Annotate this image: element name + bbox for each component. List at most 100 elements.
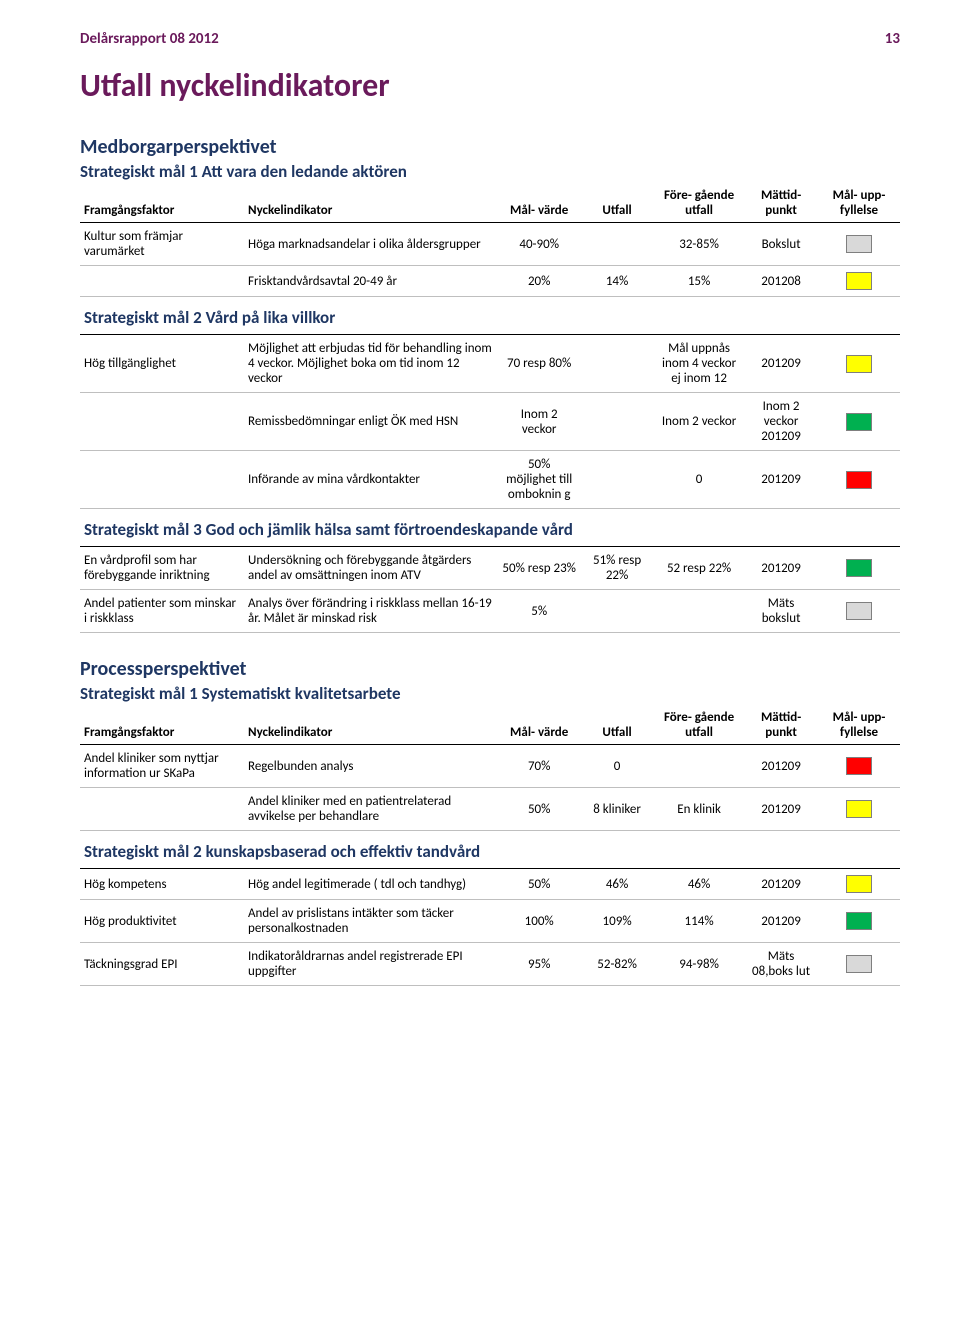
cell-nyckelindikator: Analys över förändring i riskklass mella… — [244, 590, 498, 633]
cell-utfall — [580, 590, 654, 633]
status-indicator — [846, 355, 872, 373]
cell-mattidpunkt: 201209 — [744, 451, 818, 509]
table-row: Remissbedömningar enligt ÖK med HSNInom … — [80, 393, 900, 451]
col-maluppfyllelse: Mål- upp- fyllelse — [818, 706, 900, 745]
table-process: Framgångsfaktor Nyckelindikator Mål- vär… — [80, 706, 900, 986]
col-malvarde: Mål- värde — [498, 706, 580, 745]
status-indicator — [846, 413, 872, 431]
cell-framgangsfaktor — [80, 451, 244, 509]
cell-mattidpunkt: Inom 2 veckor 201209 — [744, 393, 818, 451]
cell-utfall: 0 — [580, 745, 654, 788]
table-row: Andel kliniker med en patientrelaterad a… — [80, 788, 900, 831]
cell-status — [818, 547, 900, 590]
cell-nyckelindikator: Andel kliniker med en patientrelaterad a… — [244, 788, 498, 831]
table1-body: Kultur som främjar varumärketHöga markna… — [80, 223, 900, 633]
cell-framgangsfaktor — [80, 266, 244, 297]
cell-status — [818, 223, 900, 266]
status-indicator — [846, 875, 872, 893]
table-medborgar: Framgångsfaktor Nyckelindikator Mål- vär… — [80, 184, 900, 633]
col-nyckelindikator: Nyckelindikator — [244, 706, 498, 745]
goal1-title: Strategiskt mål 1 Att vara den ledande a… — [80, 161, 900, 182]
status-indicator — [846, 272, 872, 290]
status-indicator — [846, 912, 872, 930]
cell-foregaende: 46% — [654, 869, 744, 900]
cell-nyckelindikator: Remissbedömningar enligt ÖK med HSN — [244, 393, 498, 451]
cell-malvarde: 50% — [498, 869, 580, 900]
cell-malvarde: 70 resp 80% — [498, 335, 580, 393]
cell-nyckelindikator: Indikatoråldrarnas andel registrerade EP… — [244, 943, 498, 986]
cell-status — [818, 745, 900, 788]
cell-malvarde: 100% — [498, 900, 580, 943]
cell-nyckelindikator: Möjlighet att erbjudas tid för behandlin… — [244, 335, 498, 393]
status-indicator — [846, 235, 872, 253]
cell-foregaende: 94-98% — [654, 943, 744, 986]
cell-mattidpunkt: Mäts bokslut — [744, 590, 818, 633]
goal3-title: Strategiskt mål 3 God och jämlik hälsa s… — [84, 519, 896, 540]
table-row: Täckningsgrad EPIIndikatoråldrarnas ande… — [80, 943, 900, 986]
cell-framgangsfaktor: Hög produktivitet — [80, 900, 244, 943]
cell-utfall: 51% resp 22% — [580, 547, 654, 590]
cell-mattidpunkt: 201209 — [744, 745, 818, 788]
cell-malvarde: 50% möjlighet till omboknin g — [498, 451, 580, 509]
cell-malvarde: 20% — [498, 266, 580, 297]
cell-framgangsfaktor: Kultur som främjar varumärket — [80, 223, 244, 266]
cell-utfall: 109% — [580, 900, 654, 943]
cell-utfall: 8 kliniker — [580, 788, 654, 831]
cell-framgangsfaktor: Täckningsgrad EPI — [80, 943, 244, 986]
cell-status — [818, 266, 900, 297]
cell-status — [818, 590, 900, 633]
cell-foregaende — [654, 745, 744, 788]
goal2b-row: Strategiskt mål 2 kunskapsbaserad och ef… — [80, 831, 900, 869]
col-utfall: Utfall — [580, 184, 654, 223]
cell-nyckelindikator: Höga marknadsandelar i olika åldersgrupp… — [244, 223, 498, 266]
col-mattidpunkt: Mättid- punkt — [744, 184, 818, 223]
status-indicator — [846, 471, 872, 489]
column-header-row: Framgångsfaktor Nyckelindikator Mål- vär… — [80, 184, 900, 223]
col-malvarde: Mål- värde — [498, 184, 580, 223]
cell-malvarde: 50% resp 23% — [498, 547, 580, 590]
cell-malvarde: Inom 2 veckor — [498, 393, 580, 451]
cell-utfall — [580, 451, 654, 509]
cell-mattidpunkt: 201209 — [744, 900, 818, 943]
cell-status — [818, 788, 900, 831]
col-framgangsfaktor: Framgångsfaktor — [80, 706, 244, 745]
cell-foregaende: 32-85% — [654, 223, 744, 266]
section-process: Processperspektivet — [80, 651, 900, 681]
cell-mattidpunkt: 201209 — [744, 788, 818, 831]
cell-malvarde: 95% — [498, 943, 580, 986]
cell-foregaende: Inom 2 veckor — [654, 393, 744, 451]
cell-nyckelindikator: Införande av mina vårdkontakter — [244, 451, 498, 509]
col-foregaende: Före- gående utfall — [654, 706, 744, 745]
cell-status — [818, 869, 900, 900]
cell-utfall — [580, 393, 654, 451]
cell-nyckelindikator: Hög andel legitimerade ( tdl och tandhyg… — [244, 869, 498, 900]
table-row: Hög kompetensHög andel legitimerade ( td… — [80, 869, 900, 900]
cell-mattidpunkt: 201209 — [744, 547, 818, 590]
cell-nyckelindikator: Frisktandvårdsavtal 20-49 år — [244, 266, 498, 297]
cell-framgangsfaktor: Andel kliniker som nyttjar information u… — [80, 745, 244, 788]
section-medborgar: Medborgarperspektivet — [80, 129, 900, 159]
cell-nyckelindikator: Andel av prislistans intäkter som täcker… — [244, 900, 498, 943]
cell-utfall: 14% — [580, 266, 654, 297]
cell-status — [818, 900, 900, 943]
table-row: Kultur som främjar varumärketHöga markna… — [80, 223, 900, 266]
cell-status — [818, 451, 900, 509]
status-indicator — [846, 955, 872, 973]
col-nyckelindikator: Nyckelindikator — [244, 184, 498, 223]
page-number: 13 — [885, 30, 900, 48]
goal1b-title: Strategiskt mål 1 Systematiskt kvalitets… — [80, 683, 900, 704]
table-row: En vårdprofil som har förebyggande inrik… — [80, 547, 900, 590]
status-indicator — [846, 757, 872, 775]
goal3-row: Strategiskt mål 3 God och jämlik hälsa s… — [80, 509, 900, 547]
goal2b-title: Strategiskt mål 2 kunskapsbaserad och ef… — [84, 841, 896, 862]
column-header-row: Framgångsfaktor Nyckelindikator Mål- vär… — [80, 706, 900, 745]
cell-status — [818, 335, 900, 393]
status-indicator — [846, 602, 872, 620]
cell-framgangsfaktor: En vårdprofil som har förebyggande inrik… — [80, 547, 244, 590]
table-row: Andel patienter som minskar i riskklassA… — [80, 590, 900, 633]
status-indicator — [846, 559, 872, 577]
cell-nyckelindikator: Regelbunden analys — [244, 745, 498, 788]
cell-framgangsfaktor — [80, 393, 244, 451]
cell-nyckelindikator: Undersökning och förebyggande åtgärders … — [244, 547, 498, 590]
cell-malvarde: 40-90% — [498, 223, 580, 266]
